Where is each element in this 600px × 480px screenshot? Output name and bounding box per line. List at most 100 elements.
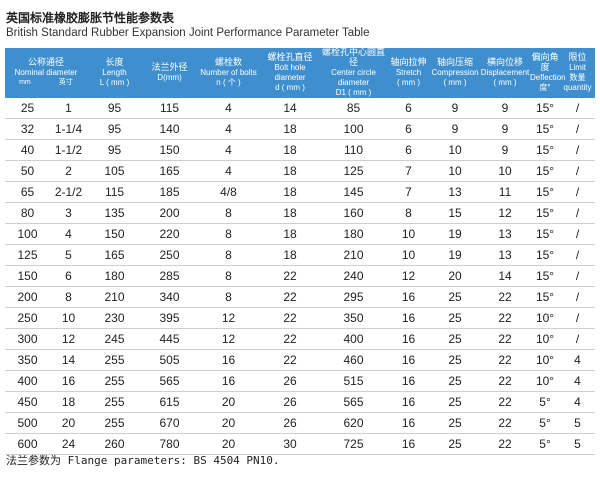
table-cell: 220 xyxy=(142,223,198,245)
table-cell: 7 xyxy=(387,181,431,203)
table-cell: 150 xyxy=(87,223,143,245)
table-cell: / xyxy=(560,265,596,287)
header-line: 螺栓孔直径 xyxy=(267,53,313,63)
header-subcol: 英寸 xyxy=(58,79,73,86)
header-line: Displacement xyxy=(480,68,530,77)
table-cell: 22 xyxy=(480,286,531,308)
table-cell: 26 xyxy=(260,412,321,434)
table-cell: 780 xyxy=(142,433,198,455)
table-cell: 4 xyxy=(197,160,261,182)
table-cell: 24 xyxy=(50,433,88,455)
table-cell: 180 xyxy=(320,223,388,245)
table-cell: / xyxy=(560,139,596,161)
header-line: 数量 quantity xyxy=(563,73,592,92)
table-cell: 95 xyxy=(87,118,143,140)
table-cell: 16 xyxy=(387,412,431,434)
table-cell: 10 xyxy=(480,160,531,182)
table-row: 450 18 255 615 20 26 565 16 25 22 5° 4 xyxy=(5,391,596,413)
table-cell: 450 xyxy=(5,391,50,413)
table-cell: 20 xyxy=(430,265,481,287)
table-cell: 240 xyxy=(320,265,388,287)
header-line: 横向位移 xyxy=(487,58,524,68)
title: 英国标准橡胶膨胀节性能参数表 xyxy=(6,11,175,25)
table-row: 200 8 210 340 8 22 295 16 25 22 15° / xyxy=(5,286,596,308)
table-cell: 18 xyxy=(260,118,321,140)
table-cell: 8 xyxy=(50,286,88,308)
table-cell: 180 xyxy=(87,265,143,287)
table-cell: 22 xyxy=(260,328,321,350)
header-line: ( mm ) xyxy=(443,78,467,87)
column-header: 螺栓孔中心圆直径 Center circle diameter D1 ( mm ) xyxy=(320,48,388,98)
header-line: Bolt hole diameter xyxy=(274,63,306,82)
table-cell: / xyxy=(560,307,596,329)
table-cell: 5 xyxy=(50,244,88,266)
table-cell: 10° xyxy=(530,328,561,350)
table-cell: 9 xyxy=(430,98,481,119)
table-cell: 115 xyxy=(142,98,198,119)
table-cell: 505 xyxy=(142,349,198,371)
table-cell: 40 xyxy=(5,139,50,161)
table-row: 350 14 255 505 16 22 460 16 25 22 10° 4 xyxy=(5,349,596,371)
table-cell: 80 xyxy=(5,202,50,224)
table-cell: 25 xyxy=(430,286,481,308)
table-cell: 4 xyxy=(197,98,261,119)
table-cell: 600 xyxy=(5,433,50,455)
parameter-table: 公称通径 Nominal diameter mm 英寸 长度 Length L ( mm )… xyxy=(5,48,596,455)
table-cell: 400 xyxy=(5,370,50,392)
table-cell: 115 xyxy=(87,181,143,203)
column-header: 公称通径 Nominal diameter mm 英寸 xyxy=(5,48,88,98)
table-cell: 19 xyxy=(430,244,481,266)
table-cell: 5 xyxy=(560,412,596,434)
table-cell: 14 xyxy=(480,265,531,287)
table-cell: 10° xyxy=(530,349,561,371)
table-cell: 10 xyxy=(430,139,481,161)
header-line: D1 ( mm ) xyxy=(335,88,372,97)
table-cell: 10 xyxy=(430,160,481,182)
table-cell: 200 xyxy=(142,202,198,224)
table-cell: 25 xyxy=(430,370,481,392)
table-cell: 25 xyxy=(430,349,481,371)
table-row: 100 4 150 220 8 18 180 10 19 13 15° / xyxy=(5,223,596,245)
table-cell: 10 xyxy=(387,244,431,266)
table-cell: 255 xyxy=(87,391,143,413)
table-cell: 1-1/4 xyxy=(50,118,88,140)
table-cell: 725 xyxy=(320,433,388,455)
table-cell: 4 xyxy=(197,118,261,140)
table-cell: 150 xyxy=(142,139,198,161)
table-cell: 11 xyxy=(480,181,531,203)
table-row: 32 1-1/4 95 140 4 18 100 6 9 9 15° / xyxy=(5,118,596,140)
column-header: 法兰外径 D(mm) xyxy=(142,48,198,98)
table-cell: 20 xyxy=(197,391,261,413)
table-cell: 12 xyxy=(197,307,261,329)
table-cell: 500 xyxy=(5,412,50,434)
column-header: 偏向角度 Deflection 度° xyxy=(530,48,566,98)
footnote: 法兰参数为 Flange parameters: BS 4504 PN10. xyxy=(6,454,280,467)
table-row: 25 1 95 115 4 14 85 6 9 9 15° / xyxy=(5,98,596,119)
header-line: 公称通径 xyxy=(28,58,65,68)
header-line: 轴向拉伸 xyxy=(390,58,427,68)
column-header: 长度 Length L ( mm ) xyxy=(87,48,143,98)
table-cell: 16 xyxy=(387,370,431,392)
table-cell: 22 xyxy=(480,433,531,455)
table-cell: 22 xyxy=(480,349,531,371)
table-cell: 100 xyxy=(320,118,388,140)
table-cell: 32 xyxy=(5,118,50,140)
table-cell: 16 xyxy=(387,286,431,308)
table-cell: 13 xyxy=(480,244,531,266)
table-cell: 18 xyxy=(260,223,321,245)
table-cell: 22 xyxy=(260,349,321,371)
table-cell: 15° xyxy=(530,118,561,140)
header-line: d ( mm ) xyxy=(275,83,305,92)
table-cell: 250 xyxy=(142,244,198,266)
table-cell: 185 xyxy=(142,181,198,203)
table-row: 250 10 230 395 12 22 350 16 25 22 10° / xyxy=(5,307,596,329)
table-cell: / xyxy=(560,202,596,224)
table-cell: 8 xyxy=(197,265,261,287)
table-cell: 255 xyxy=(87,370,143,392)
table-row: 65 2-1/2 115 185 4/8 18 145 7 13 11 15° / xyxy=(5,181,596,203)
header-line: Center circle diameter xyxy=(331,68,376,87)
table-cell: 18 xyxy=(260,244,321,266)
table-cell: / xyxy=(560,223,596,245)
header-line: ( mm ) xyxy=(493,78,517,87)
